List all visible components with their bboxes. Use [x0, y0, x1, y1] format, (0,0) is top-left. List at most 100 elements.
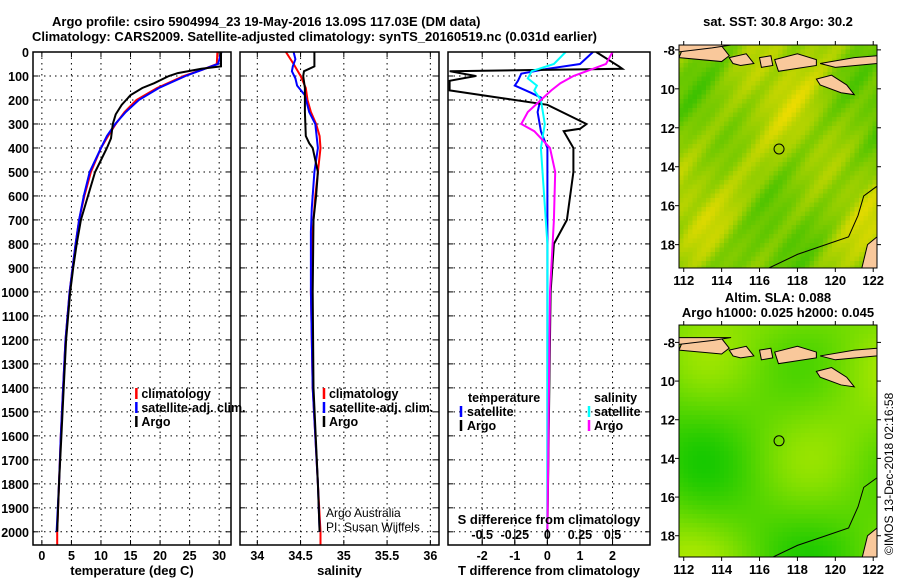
field-cell	[800, 500, 806, 506]
field-cell	[760, 392, 765, 398]
field-cell	[782, 184, 788, 190]
field-cell	[733, 491, 738, 497]
field-cell	[787, 437, 792, 443]
field-cell	[827, 108, 833, 113]
field-cell	[683, 180, 689, 185]
field-cell	[683, 356, 689, 362]
field-cell	[854, 523, 860, 528]
field-cell	[688, 361, 693, 366]
field-cell	[751, 256, 756, 262]
field-cell	[868, 455, 873, 461]
field-cell	[701, 527, 707, 533]
field-cell	[706, 473, 711, 479]
field-cell	[742, 85, 747, 91]
field-cell	[832, 478, 837, 483]
field-cell	[845, 541, 851, 546]
field-cell	[850, 198, 855, 203]
field-cell	[832, 392, 837, 398]
field-cell	[715, 261, 720, 266]
field-cell	[719, 478, 725, 483]
color-field	[679, 45, 877, 268]
field-cell	[850, 536, 855, 542]
field-cell	[692, 175, 698, 181]
x-tick-label: -1	[509, 549, 520, 563]
field-cell	[827, 261, 833, 266]
field-cell	[719, 112, 725, 118]
field-cell	[683, 130, 689, 136]
field-cell	[823, 211, 828, 217]
field-cell	[805, 157, 810, 163]
field-cell	[760, 162, 765, 167]
field-cell	[845, 545, 851, 551]
field-cell	[733, 243, 738, 248]
field-cell	[688, 532, 693, 537]
field-cell	[742, 103, 747, 109]
field-cell	[724, 442, 729, 447]
field-cell	[728, 356, 734, 362]
field-cell	[733, 500, 738, 506]
field-cell	[778, 541, 783, 546]
field-cell	[800, 370, 806, 375]
field-cell	[845, 211, 851, 217]
field-cell	[728, 144, 734, 149]
field-cell	[800, 478, 806, 483]
series-line-climatology	[56, 52, 219, 545]
field-cell	[841, 148, 846, 154]
field-cell	[787, 76, 792, 82]
field-cell	[751, 162, 756, 167]
field-cell	[737, 374, 743, 380]
y-tick-label: 300	[8, 118, 29, 132]
field-cell	[719, 496, 725, 501]
field-cell	[692, 256, 698, 262]
field-cell	[778, 464, 783, 470]
field-cell	[683, 442, 689, 447]
field-cell	[863, 379, 869, 384]
field-cell	[859, 81, 864, 86]
field-cell	[832, 509, 837, 515]
field-cell	[782, 392, 788, 398]
field-cell	[791, 99, 797, 104]
field-cell	[719, 356, 725, 362]
field-cell	[868, 518, 873, 524]
field-cell	[782, 72, 788, 77]
field-cell	[850, 361, 855, 366]
field-cell	[715, 482, 720, 488]
field-cell	[827, 478, 833, 483]
field-cell	[863, 207, 869, 212]
field-cell	[778, 211, 783, 217]
field-cell	[809, 153, 815, 158]
field-cell	[863, 460, 869, 465]
field-cell	[733, 225, 738, 230]
field-cell	[791, 325, 797, 330]
field-cell	[800, 90, 806, 95]
field-cell	[809, 442, 815, 447]
field-cell	[760, 527, 765, 533]
field-cell	[746, 130, 752, 136]
field-cell	[706, 265, 711, 268]
field-cell	[697, 415, 702, 420]
field-cell	[701, 356, 707, 362]
field-cell	[683, 193, 689, 199]
field-cell	[805, 144, 810, 149]
field-cell	[841, 67, 846, 73]
field-cell	[679, 509, 684, 515]
field-cell	[773, 108, 779, 113]
field-cell	[692, 361, 698, 366]
field-cell	[823, 148, 828, 154]
field-cell	[679, 460, 684, 465]
field-cell	[854, 252, 860, 257]
field-cell	[697, 189, 702, 194]
field-cell	[863, 193, 869, 199]
field-cell	[755, 72, 761, 77]
field-cell	[773, 81, 779, 86]
field-cell	[742, 108, 747, 113]
field-cell	[827, 72, 833, 77]
field-cell	[755, 238, 761, 244]
field-cell	[845, 550, 851, 555]
field-cell	[692, 415, 698, 420]
field-cell	[809, 85, 815, 91]
field-cell	[706, 325, 711, 330]
field-cell	[859, 90, 864, 95]
field-cell	[841, 234, 846, 239]
lon-tick-label: 122	[862, 562, 884, 577]
